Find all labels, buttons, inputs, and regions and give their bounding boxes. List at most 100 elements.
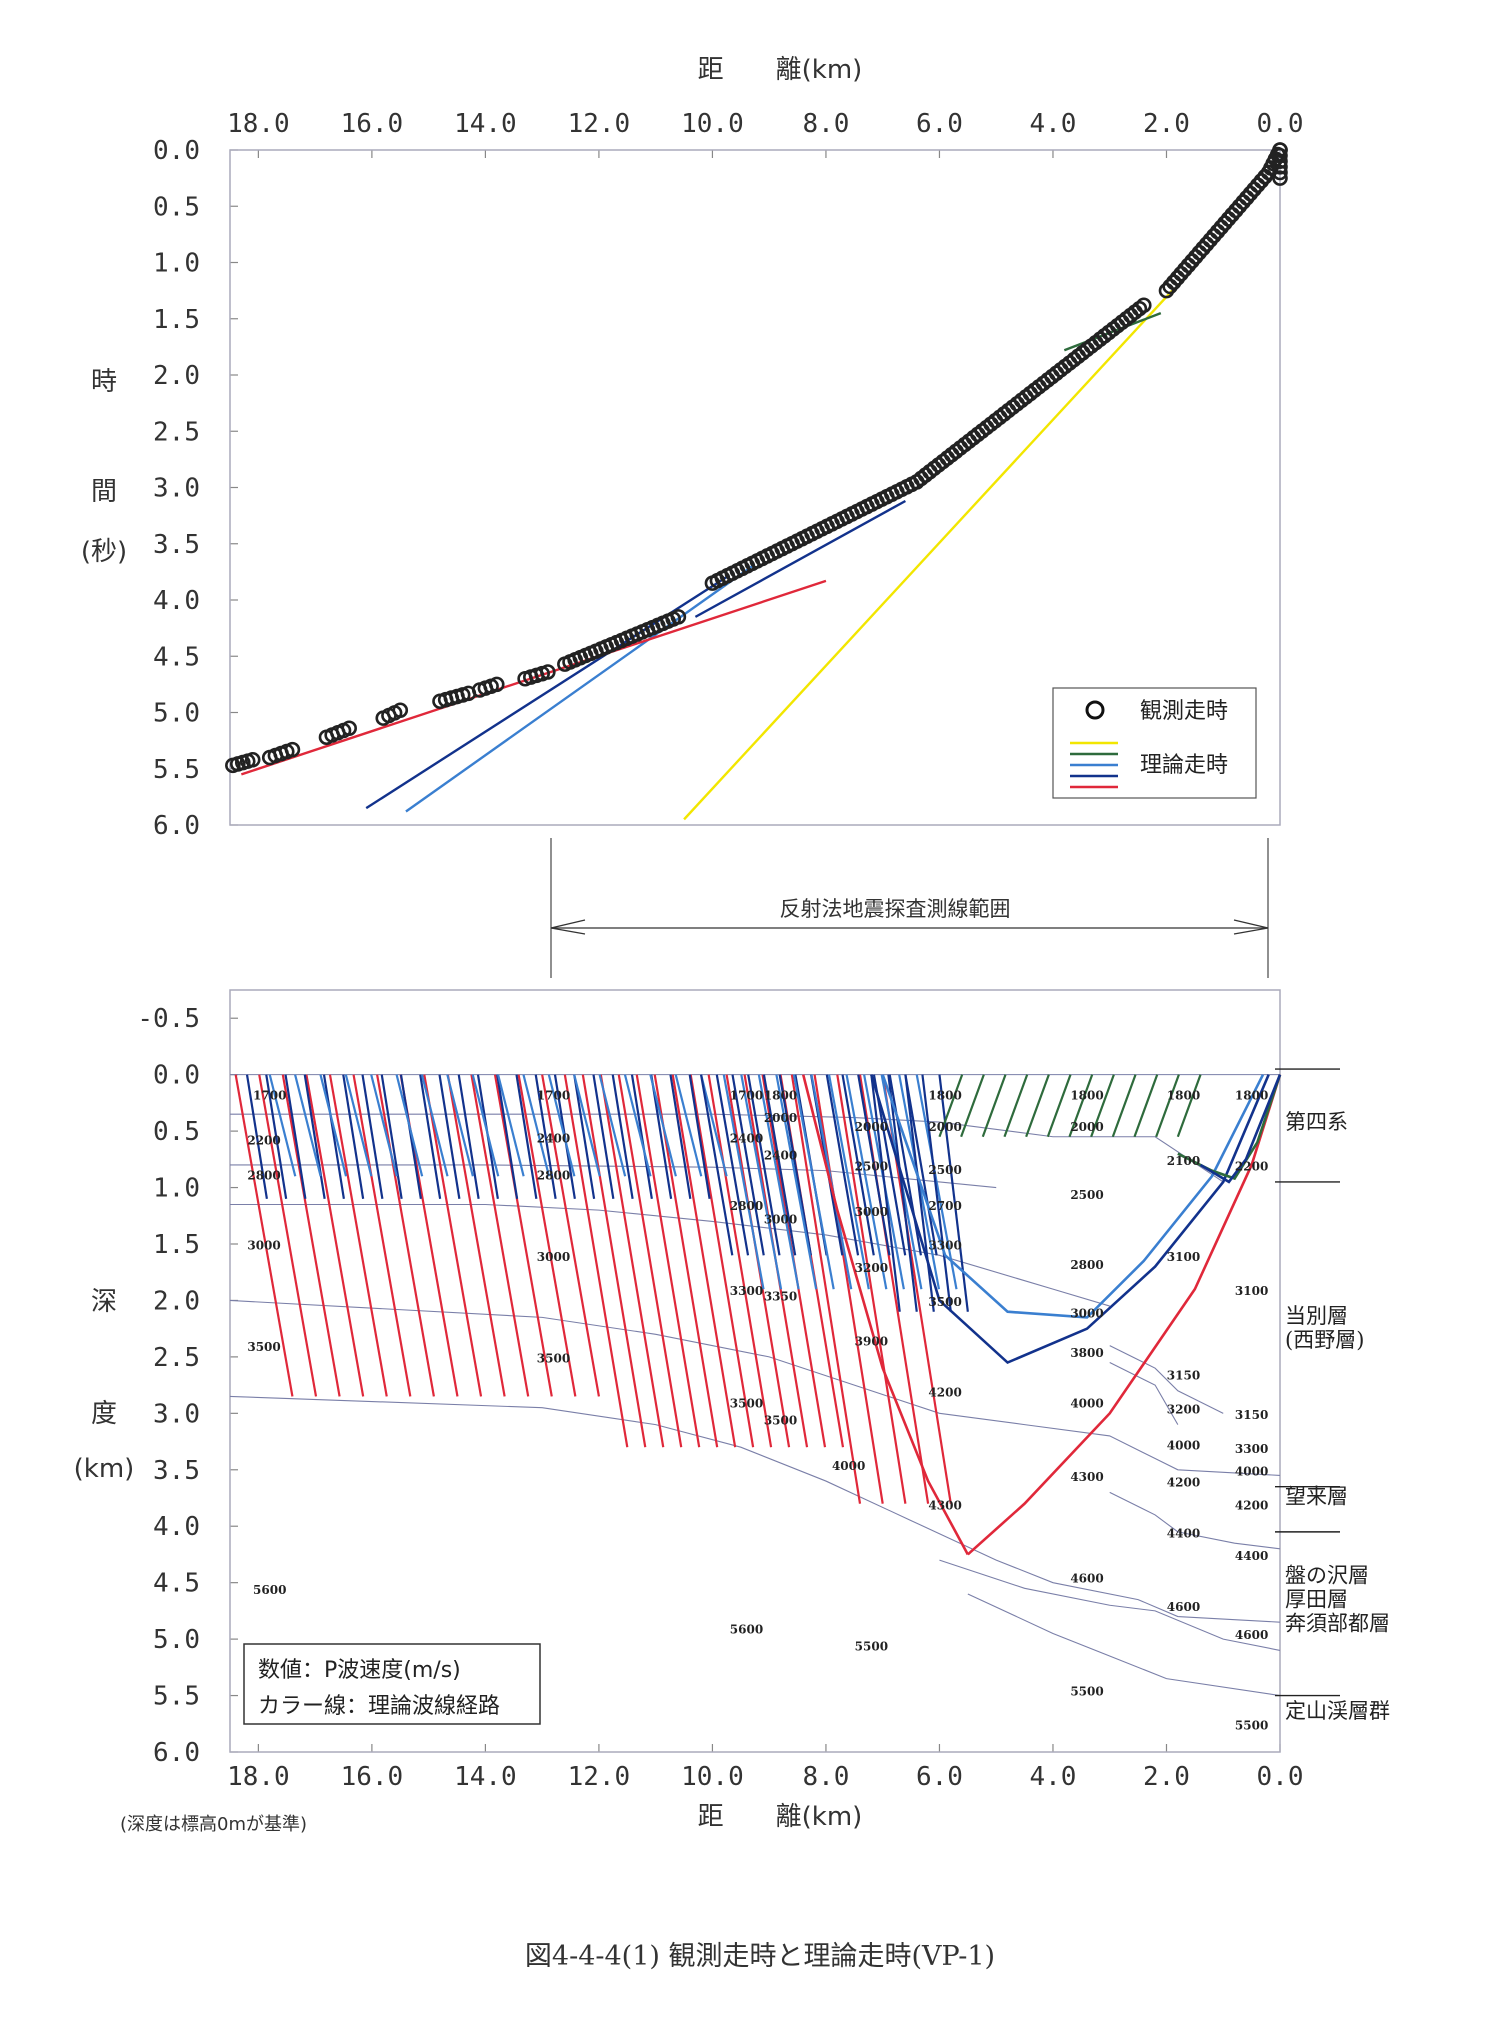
ray-path-blue bbox=[722, 1074, 765, 1290]
bottom-y-ticks: -0.5 0.0 0.5 1.0 1.5 2.0 2.5 3.0 3.5 4.0 4.5 5.0 5.5… bbox=[137, 1004, 238, 1768]
velocity-label: 4200 bbox=[928, 1385, 961, 1399]
velocity-label: 2700 bbox=[928, 1199, 961, 1213]
layer-boundary bbox=[1109, 1491, 1281, 1550]
range-label: 反射法地震探査測線範囲 bbox=[780, 897, 1011, 921]
ray-path-navy bbox=[715, 1074, 750, 1256]
ray-path-green bbox=[1155, 1074, 1180, 1138]
observed-point bbox=[1272, 170, 1288, 186]
geologic-unit-label: 望来層 bbox=[1285, 1485, 1348, 1509]
bottom-y-tick-label: 1.5 bbox=[153, 1230, 200, 1260]
ray-path-red bbox=[790, 1074, 862, 1504]
bottom-y-tick-label: 2.5 bbox=[153, 1343, 200, 1373]
ray-path-green bbox=[938, 1074, 964, 1138]
velocity-label: 4300 bbox=[928, 1498, 961, 1512]
ray-path-green bbox=[1176, 1074, 1202, 1138]
bottom-y-tick-label: 5.5 bbox=[153, 1682, 200, 1712]
observed-point bbox=[1135, 297, 1152, 314]
velocity-label: 3000 bbox=[764, 1213, 797, 1227]
velocity-label: 1700 bbox=[537, 1089, 570, 1103]
ray-path-blue bbox=[623, 1074, 652, 1177]
layer-boundary bbox=[230, 1164, 997, 1189]
top-y-tick-label: 6.0 bbox=[153, 811, 200, 841]
ray-path-blue bbox=[344, 1074, 373, 1177]
velocity-label: 3300 bbox=[1235, 1442, 1268, 1456]
ray-path-blue bbox=[792, 1074, 835, 1290]
ray-path-navy bbox=[825, 1074, 860, 1256]
ray-path-navy bbox=[573, 1074, 596, 1200]
layer-boundary bbox=[229, 1395, 1281, 1623]
ray-path-navy bbox=[592, 1074, 615, 1200]
ray-path-navy bbox=[870, 1074, 1270, 1365]
ray-path-green bbox=[1090, 1074, 1115, 1138]
top-x-tick-label: 12.0 bbox=[568, 109, 631, 139]
reflection-range: 反射法地震探査測線範囲 bbox=[550, 838, 1269, 978]
geologic-unit-label: 定山渓層群 bbox=[1285, 1699, 1390, 1723]
geologic-unit-label: 当別層 bbox=[1285, 1304, 1348, 1328]
note-line-1: 数値：P波速度(m/s) bbox=[258, 1658, 461, 1683]
bottom-y-axis-title-3: (km) bbox=[74, 1454, 135, 1484]
velocity-label: 1700 bbox=[253, 1089, 286, 1103]
legend: 観測走時 理論走時 bbox=[1052, 687, 1257, 799]
figure-caption: 図4-4-4(1) 観測走時と理論走時(VP-1) bbox=[525, 1941, 995, 1972]
bottom-y-tick-label: 0.0 bbox=[153, 1061, 200, 1091]
velocity-label: 3000 bbox=[1070, 1306, 1103, 1320]
top-y-axis-title-1: 時 bbox=[91, 367, 117, 397]
velocity-label: 2100 bbox=[1167, 1154, 1200, 1168]
bottom-y-tick-label: 5.0 bbox=[153, 1625, 200, 1655]
ray-path-navy bbox=[841, 1074, 875, 1256]
ray-path-blue bbox=[757, 1074, 800, 1290]
theoretical-line-blue bbox=[405, 565, 753, 813]
ray-path-red bbox=[541, 1074, 601, 1397]
ray-path-navy bbox=[380, 1074, 403, 1200]
bottom-y-tick-label: 3.0 bbox=[153, 1399, 200, 1429]
velocity-label: 1800 bbox=[1235, 1089, 1268, 1103]
velocity-label: 1800 bbox=[1070, 1089, 1103, 1103]
top-x-tick-label: 18.0 bbox=[227, 109, 290, 139]
velocity-label: 2500 bbox=[855, 1160, 888, 1174]
ray-path-navy bbox=[731, 1074, 765, 1256]
ray-path-navy bbox=[265, 1074, 288, 1200]
bottom-y-axis-title-1: 深 bbox=[91, 1287, 117, 1317]
top-y-tick-label: 0.5 bbox=[153, 192, 200, 222]
velocity-label: 2200 bbox=[247, 1134, 280, 1148]
ray-path-red bbox=[423, 1074, 483, 1397]
ray-path-green bbox=[1046, 1074, 1072, 1138]
ray-path-green bbox=[1068, 1074, 1094, 1138]
ray-path-blue bbox=[522, 1074, 551, 1177]
velocity-label: 1800 bbox=[1167, 1089, 1200, 1103]
bottom-x-tick-label: 0.0 bbox=[1257, 1762, 1304, 1792]
top-x-tick-label: 0.0 bbox=[1257, 109, 1304, 139]
geologic-unit-label: 盤の沢層 bbox=[1285, 1564, 1369, 1588]
ray-path-navy bbox=[699, 1074, 734, 1256]
ray-path-red bbox=[707, 1074, 773, 1448]
depth-note: (深度は標高0mが基準) bbox=[120, 1814, 307, 1835]
top-x-tick-label: 14.0 bbox=[454, 109, 517, 139]
velocity-label: 1800 bbox=[764, 1089, 797, 1103]
top-y-tick-label: 0.0 bbox=[153, 136, 200, 166]
top-x-tick-label: 6.0 bbox=[916, 109, 963, 139]
velocity-label: 4000 bbox=[832, 1459, 865, 1473]
velocity-label: 5500 bbox=[1235, 1718, 1268, 1732]
velocity-label: 3500 bbox=[537, 1352, 570, 1366]
velocity-label: 4300 bbox=[1070, 1470, 1103, 1484]
bottom-x-tick-label: 6.0 bbox=[916, 1762, 963, 1792]
ray-path-navy bbox=[515, 1074, 538, 1200]
ray-path-red bbox=[671, 1074, 737, 1448]
ray-path-red bbox=[376, 1074, 435, 1397]
bottom-x-axis-title: 距 離(km) bbox=[698, 1802, 863, 1832]
velocity-label: 3900 bbox=[855, 1335, 888, 1349]
ray-path-blue bbox=[471, 1074, 500, 1177]
top-y-ticks: 0.0 0.5 1.0 1.5 2.0 2.5 3.0 3.5 4.0 4.5 5.0 5.5 6.0 bbox=[153, 136, 238, 841]
velocity-label: 4200 bbox=[1235, 1498, 1268, 1512]
velocity-label: 4000 bbox=[1235, 1464, 1268, 1478]
ray-path-red bbox=[689, 1074, 755, 1448]
range-arrow-right-icon bbox=[1233, 919, 1269, 935]
ray-path-navy bbox=[904, 1074, 935, 1312]
observed-point bbox=[1272, 147, 1288, 164]
bottom-plot-area: 1700220028003000350056001700240028003000… bbox=[229, 1074, 1282, 1732]
velocity-label: 3300 bbox=[730, 1284, 763, 1298]
observed-point bbox=[670, 609, 687, 625]
ray-path-red bbox=[258, 1074, 318, 1397]
legend-theoretical-label: 理論走時 bbox=[1140, 753, 1228, 778]
